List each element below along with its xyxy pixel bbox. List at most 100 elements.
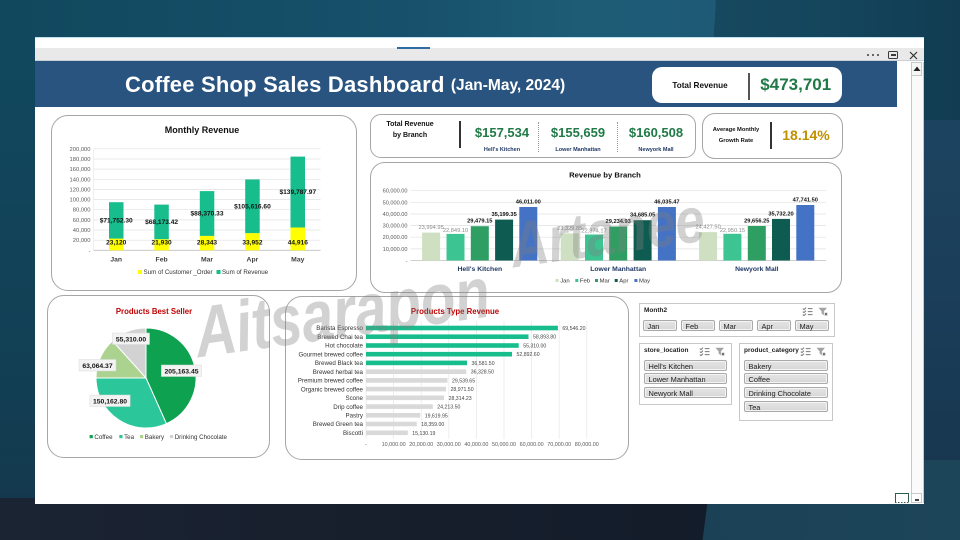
svg-text:May: May bbox=[639, 279, 650, 285]
svg-text:Mar: Mar bbox=[201, 256, 213, 263]
svg-text:46,035.47: 46,035.47 bbox=[654, 200, 679, 206]
svg-text:36,581.50: 36,581.50 bbox=[472, 361, 495, 367]
svg-text:180,000: 180,000 bbox=[70, 157, 91, 163]
svg-text:58,893.80: 58,893.80 bbox=[533, 335, 556, 341]
svg-text:15,130.19: 15,130.19 bbox=[412, 431, 435, 437]
svg-text:-: - bbox=[406, 259, 408, 265]
svg-text:40,000: 40,000 bbox=[73, 228, 91, 234]
svg-text:55,310.00: 55,310.00 bbox=[116, 337, 146, 344]
svg-text:Hell's Kitchen: Hell's Kitchen bbox=[457, 266, 502, 273]
svg-text:10,000.00: 10,000.00 bbox=[383, 247, 408, 253]
svg-text:69,546.20: 69,546.20 bbox=[562, 326, 585, 332]
svg-text:Brewed Chai tea: Brewed Chai tea bbox=[317, 334, 363, 341]
svg-text:Bakery: Bakery bbox=[145, 434, 165, 441]
svg-text:24,213.50: 24,213.50 bbox=[437, 405, 460, 411]
svg-text:$139,787.97: $139,787.97 bbox=[279, 189, 316, 196]
svg-text:Monthly Revenue: Monthly Revenue bbox=[165, 125, 240, 135]
svg-text:46,011.00: 46,011.00 bbox=[516, 200, 541, 206]
svg-text:Organic brewed coffee: Organic brewed coffee bbox=[301, 386, 364, 393]
svg-text:20,000.00: 20,000.00 bbox=[409, 442, 433, 448]
svg-text:Lower Manhattan: Lower Manhattan bbox=[590, 266, 646, 273]
svg-text:60,000.00: 60,000.00 bbox=[520, 442, 544, 448]
svg-text:Brewed herbal tea: Brewed herbal tea bbox=[313, 369, 364, 376]
svg-text:22,374.17: 22,374.17 bbox=[581, 229, 606, 235]
svg-text:20,000: 20,000 bbox=[73, 238, 91, 244]
svg-text:Coffee: Coffee bbox=[94, 434, 113, 441]
svg-text:Jan: Jan bbox=[110, 256, 122, 263]
svg-text:Sum of Customer _Order: Sum of Customer _Order bbox=[144, 269, 213, 276]
svg-text:22,950.15: 22,950.15 bbox=[720, 228, 745, 234]
svg-text:40,000.00: 40,000.00 bbox=[464, 442, 488, 448]
svg-text:60,000: 60,000 bbox=[73, 218, 91, 224]
svg-text:35,732.20: 35,732.20 bbox=[768, 211, 793, 217]
svg-text:29,234.93: 29,234.93 bbox=[606, 219, 631, 225]
svg-text:10,000.00: 10,000.00 bbox=[382, 442, 406, 448]
svg-text:Revenue by Branch: Revenue by Branch bbox=[569, 171, 641, 180]
svg-text:Brewed Black tea: Brewed Black tea bbox=[315, 360, 364, 367]
svg-text:Gourmet brewed coffee: Gourmet brewed coffee bbox=[298, 351, 363, 358]
svg-text:30,000.00: 30,000.00 bbox=[383, 224, 408, 230]
svg-text:140,000: 140,000 bbox=[70, 177, 91, 183]
svg-text:44,916: 44,916 bbox=[288, 239, 309, 246]
svg-text:34,685.05: 34,685.05 bbox=[630, 213, 655, 219]
svg-text:21,930: 21,930 bbox=[152, 239, 173, 246]
svg-text:Scone: Scone bbox=[345, 395, 363, 402]
svg-text:-: - bbox=[365, 442, 367, 448]
svg-text:Jan: Jan bbox=[560, 279, 570, 285]
svg-text:Biscotti: Biscotti bbox=[343, 430, 363, 437]
svg-text:Hot chocolate: Hot chocolate bbox=[325, 343, 363, 350]
svg-text:100,000: 100,000 bbox=[70, 198, 91, 204]
svg-text:200,000: 200,000 bbox=[70, 147, 91, 153]
svg-text:160,000: 160,000 bbox=[70, 167, 91, 173]
svg-text:Feb: Feb bbox=[580, 279, 591, 285]
svg-text:29,479.15: 29,479.15 bbox=[467, 219, 492, 225]
svg-text:Sum of Revenue: Sum of Revenue bbox=[222, 269, 269, 276]
svg-text:Feb: Feb bbox=[156, 256, 168, 263]
svg-text:60,000.00: 60,000.00 bbox=[383, 189, 408, 195]
svg-text:Drip coffee: Drip coffee bbox=[333, 404, 363, 411]
svg-text:Brewed Green tea: Brewed Green tea bbox=[313, 421, 364, 428]
svg-text:80,000: 80,000 bbox=[73, 208, 91, 214]
svg-text:40,000.00: 40,000.00 bbox=[383, 212, 408, 218]
svg-text:70,000.00: 70,000.00 bbox=[547, 442, 571, 448]
svg-text:Newyork Mall: Newyork Mall bbox=[735, 266, 779, 273]
svg-text:Apr: Apr bbox=[619, 279, 628, 285]
svg-text:29,539.65: 29,539.65 bbox=[452, 378, 475, 384]
svg-text:18,359.00: 18,359.00 bbox=[421, 422, 444, 428]
svg-text:205,163.45: 205,163.45 bbox=[164, 369, 198, 376]
svg-text:120,000: 120,000 bbox=[70, 187, 91, 193]
svg-text:$88,370.33: $88,370.33 bbox=[190, 211, 223, 218]
svg-text:28,343: 28,343 bbox=[197, 239, 218, 246]
svg-text:36,328.50: 36,328.50 bbox=[471, 370, 494, 376]
svg-text:Barista Espresso: Barista Espresso bbox=[316, 325, 363, 332]
svg-text:63,064.37: 63,064.37 bbox=[82, 363, 112, 370]
svg-text:28,971.50: 28,971.50 bbox=[451, 387, 474, 393]
svg-text:28,314.23: 28,314.23 bbox=[449, 396, 472, 402]
svg-text:22,849.10: 22,849.10 bbox=[443, 228, 468, 234]
svg-text:Apr: Apr bbox=[247, 256, 259, 263]
svg-text:May: May bbox=[291, 256, 304, 263]
svg-text:-: - bbox=[89, 248, 91, 254]
svg-text:52,892.60: 52,892.60 bbox=[517, 352, 540, 358]
svg-text:23,120: 23,120 bbox=[106, 239, 127, 246]
svg-text:47,741.50: 47,741.50 bbox=[793, 198, 818, 204]
svg-text:23,994.95: 23,994.95 bbox=[418, 225, 443, 231]
svg-text:Premium brewed coffee: Premium brewed coffee bbox=[298, 378, 364, 385]
svg-text:30,000.00: 30,000.00 bbox=[437, 442, 461, 448]
svg-text:Pastry: Pastry bbox=[345, 413, 363, 420]
svg-text:Products Type Revenue: Products Type Revenue bbox=[411, 307, 500, 316]
svg-text:23,329.85: 23,329.85 bbox=[557, 226, 582, 232]
svg-text:80,000.00: 80,000.00 bbox=[575, 442, 599, 448]
svg-text:$105,616.60: $105,616.60 bbox=[234, 204, 271, 211]
svg-text:$71,752.30: $71,752.30 bbox=[100, 218, 133, 225]
svg-text:29,656.25: 29,656.25 bbox=[744, 219, 769, 225]
svg-text:$68,173.42: $68,173.42 bbox=[145, 219, 178, 226]
svg-text:50,000.00: 50,000.00 bbox=[492, 442, 516, 448]
svg-text:24,427.50: 24,427.50 bbox=[695, 225, 720, 231]
svg-text:150,162.80: 150,162.80 bbox=[93, 399, 127, 406]
svg-text:Mar: Mar bbox=[600, 279, 610, 285]
svg-text:35,199.35: 35,199.35 bbox=[491, 212, 516, 218]
svg-text:Drinking Chocolate: Drinking Chocolate bbox=[175, 434, 228, 441]
svg-text:50,000.00: 50,000.00 bbox=[383, 200, 408, 206]
svg-text:55,310.00: 55,310.00 bbox=[523, 344, 546, 350]
